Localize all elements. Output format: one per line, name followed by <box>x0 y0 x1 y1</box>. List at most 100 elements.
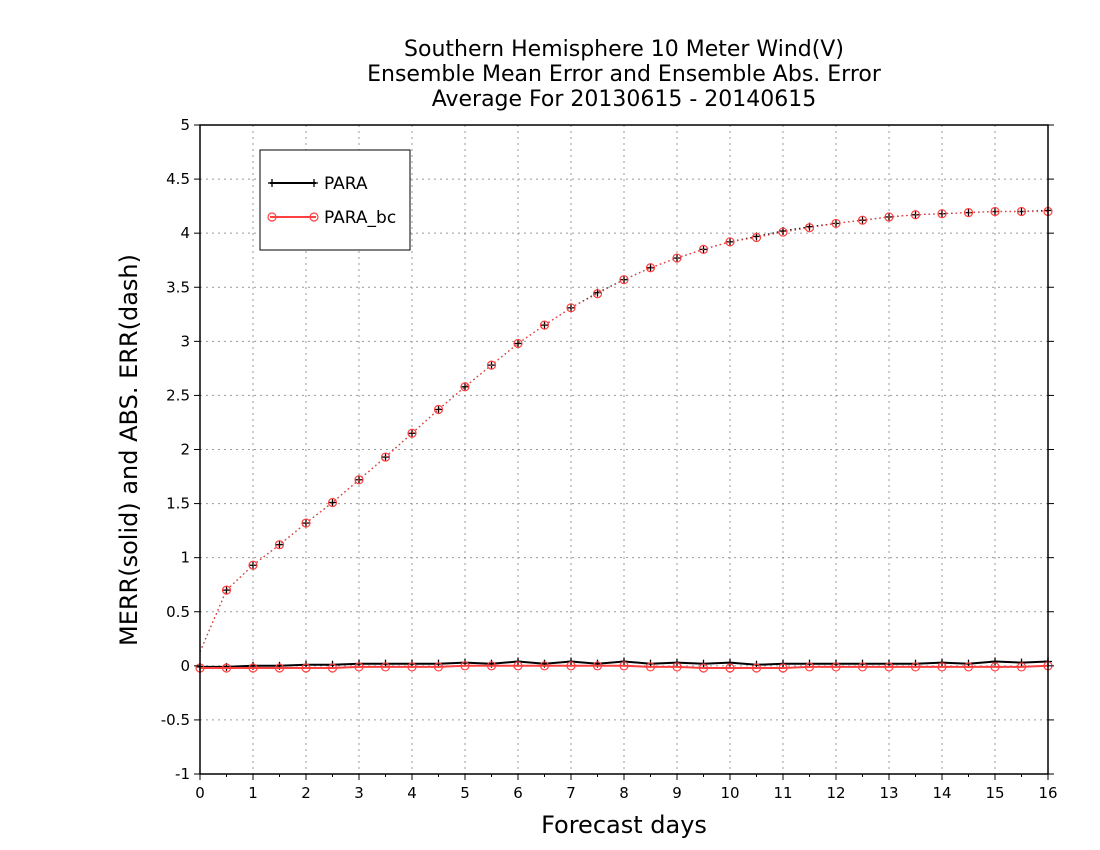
series-point <box>407 428 417 438</box>
series-layer <box>195 206 1053 673</box>
series-point <box>857 662 868 672</box>
series-point <box>1016 206 1027 217</box>
series-point <box>937 662 947 672</box>
series-point <box>857 215 868 225</box>
series-point <box>778 227 788 237</box>
series-point <box>804 662 815 672</box>
x-axis-label: Forecast days <box>541 811 707 839</box>
y-tick-label: 2.5 <box>166 386 190 404</box>
x-tick-label: 4 <box>407 784 417 802</box>
series-point <box>645 263 656 273</box>
series-point <box>751 232 762 243</box>
y-tick-label: -0.5 <box>161 711 190 729</box>
series-point <box>725 237 735 247</box>
series-point <box>513 661 523 671</box>
series-line <box>200 664 1049 669</box>
series-point <box>592 289 603 299</box>
series-point <box>539 661 550 671</box>
x-tick-label: 9 <box>672 784 682 802</box>
series-point <box>221 585 232 595</box>
y-tick-label: 1.5 <box>166 495 190 513</box>
series-point <box>248 663 258 673</box>
series-point <box>460 661 470 671</box>
series-point <box>566 303 576 313</box>
series-point <box>592 661 603 671</box>
y-tick-label: 4 <box>180 224 190 242</box>
axis-ticks: 0 1 2 3 4 5 6 7 8 9 10 11 12 13 14 15 16-1-0.500.511.522… <box>161 116 1058 802</box>
series-point <box>248 560 258 570</box>
x-tick-label: 8 <box>619 784 629 802</box>
series-point <box>990 206 1000 217</box>
series-point <box>539 320 550 330</box>
series-point <box>274 540 285 550</box>
x-tick-label: 7 <box>566 784 576 802</box>
series-point <box>274 663 285 673</box>
x-tick-label: 10 <box>720 784 739 802</box>
legend-label: PARA_bc <box>324 208 396 228</box>
series-point <box>486 360 497 370</box>
x-tick-label: 2 <box>301 784 311 802</box>
series-point <box>309 212 319 222</box>
series-point <box>698 663 709 673</box>
x-tick-label: 16 <box>1038 784 1057 802</box>
series-point <box>327 663 338 673</box>
series-point <box>1016 662 1027 672</box>
legend-entry: PARA_bc <box>267 208 396 228</box>
series-point <box>672 662 682 672</box>
series-point <box>884 662 894 672</box>
y-tick-label: 4.5 <box>166 170 190 188</box>
series-point <box>698 244 709 254</box>
x-tick-label: 12 <box>826 784 845 802</box>
chart-title-line-2: Ensemble Mean Error and Ensemble Abs. Er… <box>367 62 881 87</box>
y-tick-label: 0 <box>180 657 190 675</box>
x-tick-label: 13 <box>879 784 898 802</box>
legend-label: PARA <box>324 174 368 194</box>
y-axis-label: MERR(solid) and ABS. ERR(dash) <box>115 254 143 646</box>
series-point <box>460 382 470 392</box>
y-tick-label: 2 <box>180 441 190 459</box>
series-point <box>831 218 841 229</box>
series-point <box>990 662 1000 672</box>
series-point <box>566 661 576 671</box>
series-point <box>910 662 921 672</box>
series-PARA-abs_err <box>199 206 1052 653</box>
series-point <box>778 663 788 673</box>
series-point <box>301 663 311 673</box>
series-point <box>327 497 338 508</box>
series-point <box>301 518 311 528</box>
series-point <box>380 452 391 462</box>
y-tick-label: 1 <box>180 549 190 567</box>
y-tick-label: 0.5 <box>166 603 190 621</box>
series-point <box>407 662 417 672</box>
y-tick-label: 5 <box>180 116 190 134</box>
y-tick-label: 3 <box>180 332 190 350</box>
series-point <box>354 662 364 672</box>
series-point <box>963 208 974 218</box>
series-line <box>199 210 1048 653</box>
series-PARA_bc-merr <box>195 661 1053 673</box>
legend-entry: PARA <box>268 174 368 194</box>
x-tick-label: 11 <box>773 784 792 802</box>
series-point <box>804 223 815 233</box>
legend: PARA PARA_bc <box>259 149 411 251</box>
series-PARA_bc-abs_err <box>199 206 1053 653</box>
series-point <box>433 404 444 415</box>
series-point <box>831 662 841 672</box>
series-point <box>725 663 735 673</box>
series-point <box>645 662 656 672</box>
x-tick-label: 1 <box>248 784 258 802</box>
series-point <box>751 663 762 673</box>
series-point <box>486 661 497 671</box>
series-point <box>884 212 894 222</box>
series-point <box>380 662 391 672</box>
chart-title-line-3: Average For 20130615 - 20140615 <box>431 87 817 112</box>
series-point <box>619 661 629 671</box>
series-point <box>937 209 947 219</box>
x-tick-label: 6 <box>513 784 523 802</box>
chart-title-line-1: Southern Hemisphere 10 Meter Wind(V) <box>404 37 844 62</box>
series-point <box>354 475 364 485</box>
x-tick-label: 5 <box>460 784 470 802</box>
series-point <box>910 210 921 220</box>
y-tick-label: -1 <box>175 765 190 783</box>
